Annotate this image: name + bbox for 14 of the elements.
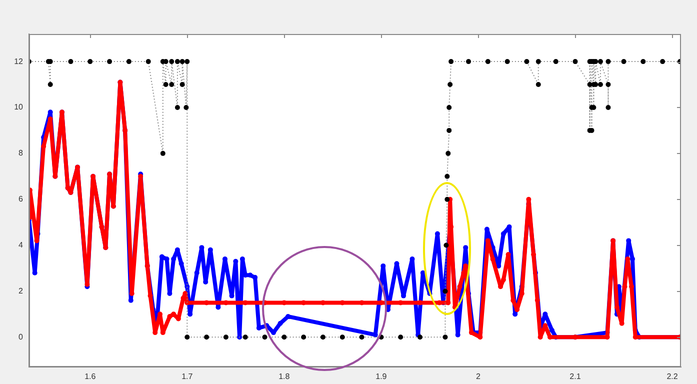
x-tick-label: 1.6 <box>84 372 96 382</box>
x-tick-label: 1.8 <box>278 372 290 382</box>
y-tick-label: 8 <box>18 148 24 158</box>
x-tick-label: 2 <box>476 372 481 382</box>
y-tick-label: 12 <box>14 56 24 66</box>
x-tick-label: 2.2 <box>666 372 678 382</box>
y-tick-label: 2 <box>18 286 24 296</box>
x-tick-label: 1.9 <box>376 372 388 382</box>
y-tick-label: 6 <box>18 194 24 204</box>
y-tick-label: 10 <box>14 102 24 112</box>
y-tick-label: 4 <box>18 240 24 250</box>
x-tick-label: 2.1 <box>570 372 582 382</box>
x-tick-label: 1.7 <box>182 372 194 382</box>
y-tick-label: 0 <box>18 332 24 342</box>
